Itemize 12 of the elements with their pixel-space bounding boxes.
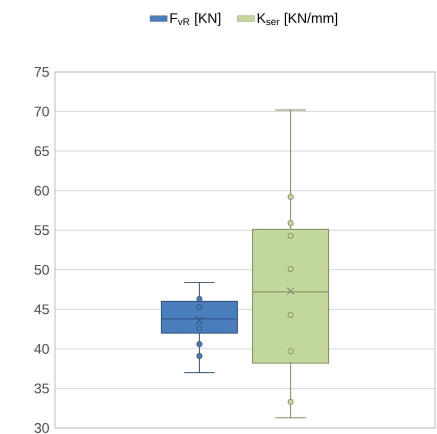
y-tick-label: 50	[34, 264, 49, 275]
y-tick-label: 35	[34, 383, 49, 394]
y-tick-label: 70	[34, 106, 49, 116]
y-tick-label: 40	[34, 344, 49, 354]
y-tick-label: 55	[34, 225, 49, 236]
y-tick-label: 60	[34, 186, 49, 196]
y-tick-label: 65	[34, 146, 49, 156]
legend-label: F$_{vR}$ [KN]	[170, 12, 220, 26]
legend-label: K$_{ser}$ [KN/mm]	[258, 12, 338, 26]
y-tick-label: 30	[34, 423, 49, 433]
y-tick-label: 45	[34, 304, 49, 314]
y-tick-label: 75	[34, 67, 49, 77]
